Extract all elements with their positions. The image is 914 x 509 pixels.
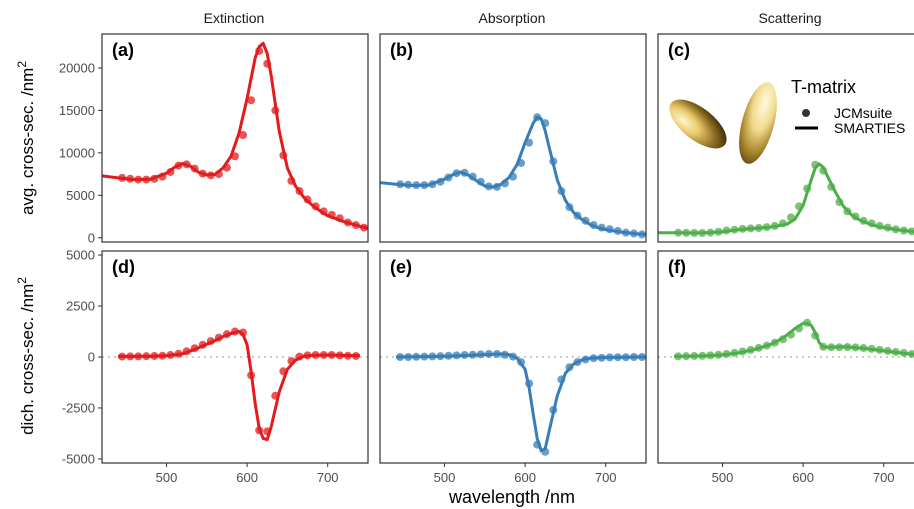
panel-3-series-line [118,330,360,442]
x-axis-label: wavelength /nm [448,487,575,507]
y-axis-label-dich: dich. cross-sec. /nm2 [15,277,37,435]
panel-4-series-line [396,352,646,453]
panel-0-label: (a) [112,40,134,60]
panel-0: (a) 0 5000 10000 15000 20000 [59,33,369,245]
legend-label-jcmsuite: JCMsuite [834,105,893,121]
panel-0-series-line [102,41,368,230]
y-axis-label-avg: avg. cross-sec. /nm2 [15,61,37,215]
panel-1: (b) [379,33,647,243]
column-title-extinction: Extinction [204,10,265,26]
y-axis-label-dich-sup: 2 [15,277,29,284]
panel-0-ytick-label: 15000 [59,103,95,118]
panel-3-ytick-label: -5000 [62,451,95,466]
panel-5-frame [657,250,914,464]
panel-4-xtick-label: 700 [595,470,617,485]
panel-3: (d) -5000 -2500 0 2500 5000 500 600 700 [62,248,369,485]
legend: T-matrix JCMsuite SMARTIES [791,77,905,136]
legend-point-key [802,109,810,117]
panel-3-ytick-label: 2500 [66,299,95,314]
panel-2-label: (c) [668,40,690,60]
panel-5-series-line [674,321,914,358]
panel-0-point [247,96,256,105]
panel-3-ytick-label: 5000 [66,248,95,263]
panel-1-series-line [380,115,646,236]
y-axis-label-avg-text: avg. cross-sec. /nm [18,68,37,215]
panel-4: (e) 500 600 700 [379,250,647,485]
panel-0-frame [101,33,369,243]
panel-0-ytick-label: 0 [88,230,95,245]
panel-3-xtick-label: 600 [236,470,258,485]
column-title-absorption: Absorption [479,10,546,26]
nanoparticle-right [739,82,777,164]
panel-2-series-line [658,162,914,235]
panel-4-plot-area [396,349,646,456]
panel-2-frame [657,33,914,243]
panel-0-point [239,131,248,140]
y-axis-label-dich-text: dich. cross-sec. /nm [18,284,37,435]
panel-4-label: (e) [390,257,412,277]
panel-0-ytick-label: 10000 [59,145,95,160]
panel-3-ytick-label: -2500 [62,400,95,415]
panel-5-label: (f) [668,257,686,277]
panel-0-plot-area [102,41,368,232]
panel-5-xtick-label: 500 [712,470,734,485]
panel-3-plot-area [118,327,360,442]
panel-1-plot-area [380,113,646,239]
panel-4-frame [379,250,647,464]
nanoparticle-left [669,99,727,149]
nanoparticle-illustration [669,82,777,164]
panel-5-xtick-label: 600 [792,470,814,485]
panel-5: (f) 500 600 700 [657,250,914,485]
panel-0-ytick-label: 20000 [59,60,95,75]
panel-5-xtick-label: 700 [873,470,895,485]
panel-1-frame [379,33,647,243]
panel-3-ytick-label: 0 [88,350,95,365]
panel-1-label: (b) [390,40,413,60]
column-title-scattering: Scattering [758,10,821,26]
y-axis-label-avg-sup: 2 [15,61,29,68]
panel-2: (c) [657,33,914,243]
panel-2-plot-area [658,160,914,238]
legend-title: T-matrix [791,77,856,97]
panel-4-xtick-label: 500 [434,470,456,485]
panel-3-label: (d) [112,257,135,277]
legend-label-smarties: SMARTIES [834,120,905,136]
panel-4-xtick-label: 600 [514,470,536,485]
panel-3-xtick-label: 500 [156,470,178,485]
panel-5-plot-area [674,318,914,361]
panel-0-ytick-label: 5000 [66,188,95,203]
panel-3-xtick-label: 700 [317,470,339,485]
